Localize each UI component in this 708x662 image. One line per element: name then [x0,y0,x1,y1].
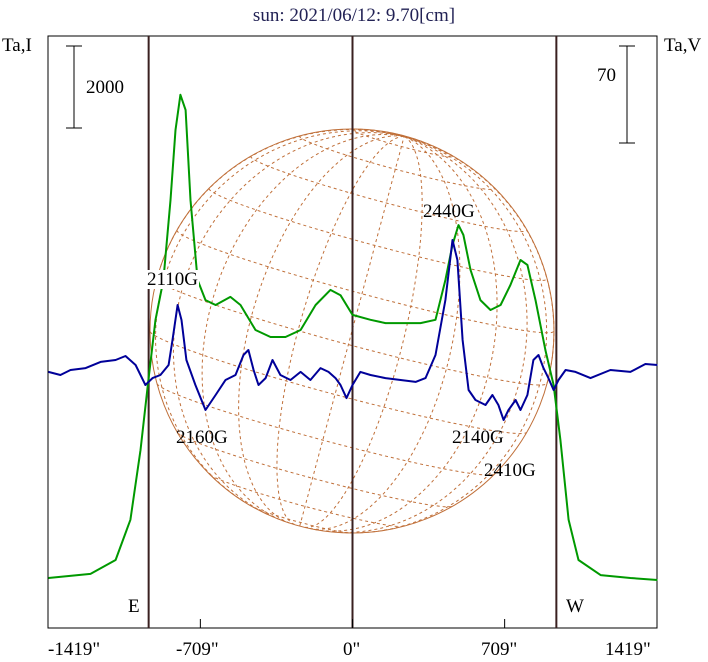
longitude-gridline [154,130,405,503]
annotation-label: 2110G [146,269,200,290]
longitude-gridline [326,135,528,534]
x-tick-label: 0" [343,639,361,660]
y-axis-left-label: Ta,I [2,35,32,56]
scale-bar-right [619,45,635,144]
latitude-gridline [177,432,453,508]
scale-bar-left-label: 2000 [86,77,124,98]
x-tick-label: -709" [176,639,219,660]
latitude-gridline [209,474,403,528]
latitude-gridline [149,331,527,435]
longitude-gridline [314,135,498,532]
scale-bar-left [66,45,82,129]
annotation-label: 2440G [423,201,475,222]
longitude-gridline [309,135,461,530]
y-axis-right-label: Ta,V [664,35,702,56]
longitude-gridline [156,128,405,279]
series-line-polarization [48,239,658,421]
longitude-gridline [299,136,405,527]
longitude-gridline [172,132,405,518]
annotation-label: 2140G [452,427,504,448]
east-limb-label: E [128,596,140,617]
longitude-gridline [238,135,405,524]
longitude-gridline [201,133,405,523]
chart-title: sun: 2021/06/12: 9.70[cm] [252,5,456,26]
x-tick-label: 1419" [605,639,651,660]
scale-bar-right-label: 70 [597,65,616,86]
longitude-gridline [360,135,548,534]
longitude-gridline [404,135,555,384]
x-tick-label: -1419" [48,639,101,660]
x-tick-label: 709" [481,639,518,660]
latitude-gridline [299,135,496,190]
longitude-gridline [404,135,452,156]
latitude-gridline [253,506,350,534]
west-limb-label: W [566,596,584,617]
annotation-label: 2160G [176,427,228,448]
latitude-gridline [250,155,528,233]
series-line-intensity [48,93,658,581]
longitude-gridline [305,135,423,528]
annotation-label: 2410G [484,460,536,481]
latitude-gridline [156,383,495,476]
latitude-gridline [176,230,555,334]
longitude-gridline [276,135,405,525]
